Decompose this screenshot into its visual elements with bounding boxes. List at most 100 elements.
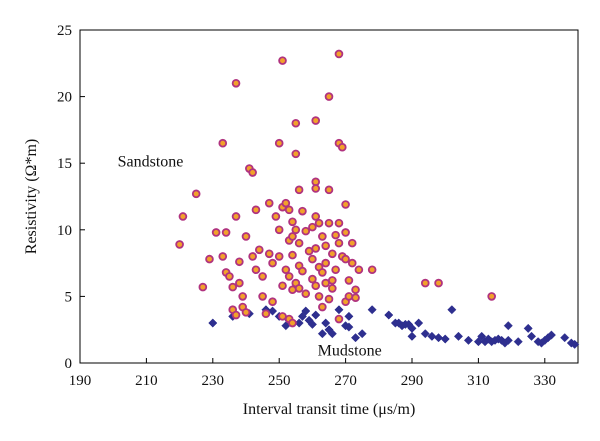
sandstone-point [328, 249, 337, 259]
sandstone-point [301, 289, 311, 299]
sandstone-point [288, 285, 297, 295]
mudstone-point [321, 318, 331, 328]
sandstone-point [301, 226, 311, 236]
x-tick-label: 270 [334, 373, 357, 389]
sandstone-point [331, 265, 340, 275]
x-tick-label: 230 [202, 373, 225, 389]
mudstone-point [420, 329, 430, 339]
y-tick-label: 10 [57, 223, 72, 239]
x-tick-label: 190 [69, 373, 92, 389]
sandstone-point [268, 297, 277, 307]
sandstone-point [434, 278, 443, 288]
sandstone-point [288, 318, 297, 328]
sandstone-point [341, 200, 350, 209]
sandstone-point [231, 310, 241, 320]
sandstone-point [178, 212, 188, 221]
sandstone-point [258, 272, 267, 281]
sandstone-point [278, 281, 287, 291]
y-tick-label: 20 [57, 90, 72, 106]
sandstone-point [324, 294, 334, 304]
sandstone-point [294, 238, 304, 248]
sandstone-point [324, 185, 334, 195]
mudstone-point [311, 310, 321, 320]
sandstone-point [314, 218, 324, 228]
sandstone-label: Sandstone [118, 154, 184, 171]
sandstone-point [328, 284, 337, 293]
sandstone-point [281, 265, 291, 275]
sandstone-point [308, 274, 317, 284]
sandstone-point [278, 56, 287, 65]
sandstone-point [337, 142, 347, 152]
mudstone-point [344, 311, 354, 321]
mudstone-point [447, 305, 457, 315]
mudstone-point [317, 329, 327, 339]
mudstone-point [513, 337, 523, 347]
sandstone-point [351, 285, 360, 295]
sandstone-point [331, 230, 340, 240]
sandstone-point [324, 218, 334, 228]
sandstone-point [294, 284, 304, 293]
mudstone-point [208, 318, 218, 328]
y-tick-label: 15 [57, 156, 72, 172]
sandstone-point [351, 293, 360, 303]
mudstone-point [546, 330, 556, 340]
sandstone-point [294, 185, 304, 195]
sandstone-point [311, 281, 321, 291]
sandstone-point [288, 217, 297, 227]
mudstone-point [268, 306, 278, 316]
sandstone-point [334, 49, 344, 59]
sandstone-point [241, 232, 251, 241]
sandstone-point [238, 292, 247, 301]
sandstone-point [324, 92, 334, 101]
mudstone-point [334, 305, 344, 315]
sandstone-point [221, 228, 231, 237]
sandstone-point [258, 292, 267, 301]
sandstone-point [298, 206, 307, 216]
sandstone-point [328, 276, 337, 285]
mudstone-point [357, 329, 367, 339]
axis-ticks [79, 29, 546, 364]
mudstone-point [344, 322, 354, 332]
sandstone-point [191, 189, 201, 199]
mudstone-point [384, 310, 394, 320]
x-tick-label: 250 [268, 373, 291, 389]
sandstone-point [354, 265, 364, 275]
sandstone-point [347, 258, 357, 268]
sandstone-point [321, 258, 330, 268]
sandstone-point [264, 249, 274, 259]
mudstone-point [503, 321, 513, 331]
sandstone-point [211, 228, 221, 237]
x-axis-title: Interval transit time (μs/m) [243, 401, 416, 418]
mudstone-point [427, 331, 437, 341]
x-tick-label: 310 [467, 373, 490, 389]
sandstone-point [198, 282, 208, 292]
mudstone-point [351, 333, 361, 343]
mudstone-point [434, 333, 444, 343]
mudstone-point [453, 331, 464, 341]
sandstone-point [271, 212, 281, 221]
sandstone-point [251, 265, 261, 275]
sandstone-point [175, 240, 184, 249]
sandstone-point [264, 198, 274, 208]
y-tick-label: 5 [65, 289, 73, 305]
sandstone-point [274, 252, 284, 261]
mudstone-point [301, 306, 311, 316]
sandstone-point [281, 198, 291, 208]
sandstone-point [344, 276, 354, 285]
sandstone-point [291, 118, 301, 128]
sandstone-point [311, 212, 321, 221]
sandstone-point [334, 238, 344, 248]
sandstone-point [311, 116, 321, 125]
sandstone-point [291, 149, 301, 159]
sandstone-point [308, 254, 317, 264]
sandstone-point [228, 282, 238, 292]
mudstone-point [307, 319, 317, 329]
sandstone-point [334, 218, 344, 228]
y-tick-label: 0 [65, 356, 73, 372]
x-tick-label: 330 [534, 373, 557, 389]
mudstone-label: Mudstone [318, 343, 382, 360]
sandstone-point [261, 309, 271, 319]
mudstone-point [463, 335, 473, 345]
sandstone-point [321, 241, 330, 251]
